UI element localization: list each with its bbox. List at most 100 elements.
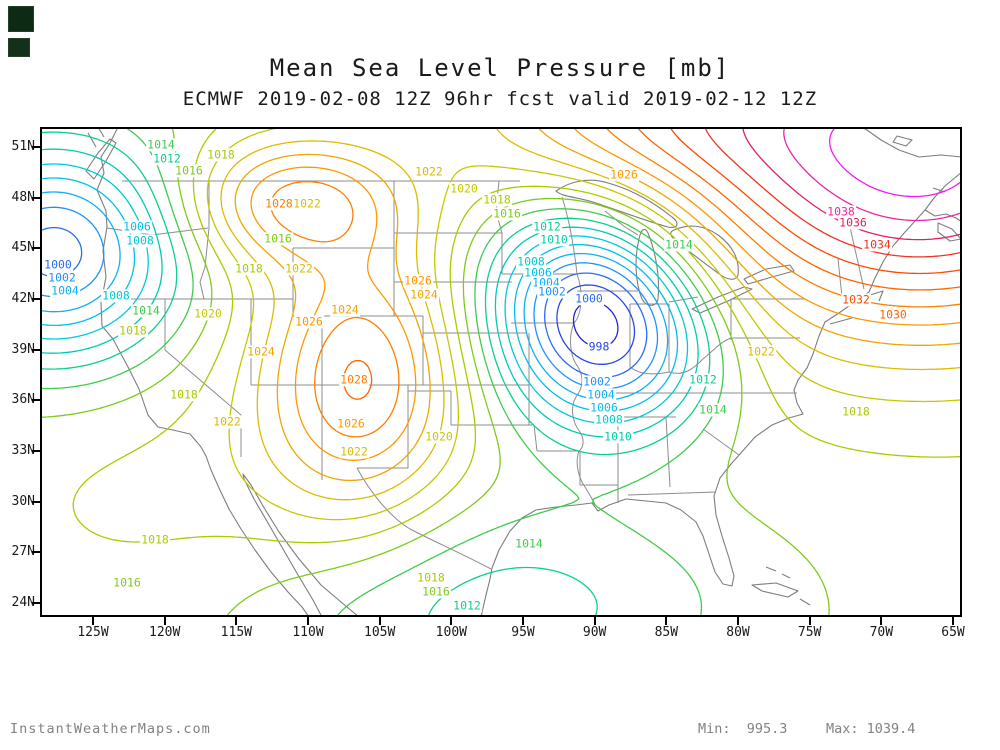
contour-label-1036: 1036: [838, 215, 868, 230]
contour-label-1026: 1026: [403, 273, 433, 288]
lon-label-95W: 95W: [511, 625, 535, 640]
contour-label-1022: 1022: [339, 444, 369, 459]
lat-label-24N: 24N: [11, 595, 35, 611]
contour-label-1014: 1014: [664, 237, 694, 252]
contour-label-1012: 1012: [532, 219, 562, 234]
contour-label-1012: 1012: [688, 372, 718, 387]
contour-label-1018: 1018: [416, 570, 446, 585]
contour-label-1018: 1018: [118, 323, 148, 338]
contour-label-1012: 1012: [452, 598, 482, 613]
contour-label-1004: 1004: [50, 283, 80, 298]
lat-label-36N: 36N: [11, 392, 35, 408]
lon-tick: [450, 617, 453, 625]
lon-label-65W: 65W: [941, 625, 965, 640]
map-svg: [40, 127, 962, 617]
lon-tick: [737, 617, 739, 625]
contour-label-1024: 1024: [409, 287, 439, 302]
contour-label-1026: 1026: [294, 314, 324, 329]
lat-tick: [32, 450, 40, 453]
corner-logo-mark-1: [8, 6, 34, 32]
isobar-1040: [829, 127, 961, 198]
contour-label-1008: 1008: [125, 233, 155, 248]
lon-tick: [665, 617, 668, 625]
isobar-1038: [783, 127, 961, 222]
contour-label-1024: 1024: [330, 302, 360, 317]
contour-label-1034: 1034: [862, 237, 892, 252]
lat-label-48N: 48N: [11, 189, 35, 205]
contour-label-1020: 1020: [424, 429, 454, 444]
lon-label-100W: 100W: [435, 625, 467, 640]
lon-label-80W: 80W: [726, 625, 750, 640]
contour-label-1014: 1014: [146, 137, 176, 152]
lon-tick: [593, 617, 596, 625]
contour-label-1022: 1022: [284, 261, 314, 276]
lat-tick: [32, 602, 40, 605]
lon-label-70W: 70W: [869, 625, 894, 640]
contour-label-1016: 1016: [112, 575, 142, 590]
contour-label-1002: 1002: [582, 374, 612, 389]
contour-label-1016: 1016: [263, 231, 293, 246]
contour-label-1016: 1016: [174, 163, 204, 178]
min-value-label: Min: 995.3: [698, 721, 788, 737]
lat-tick: [32, 500, 40, 503]
map-subtitle: ECMWF 2019-02-08 12Z 96hr fcst valid 201…: [182, 88, 818, 110]
lon-label-105W: 105W: [364, 625, 396, 640]
contour-label-1018: 1018: [206, 147, 236, 162]
contour-label-1016: 1016: [492, 206, 522, 221]
contour-label-1032: 1032: [841, 292, 871, 307]
lat-label-30N: 30N: [11, 493, 35, 509]
contour-label-1026: 1026: [336, 416, 366, 431]
contour-label-1016: 1016: [421, 584, 451, 599]
contour-label-1014: 1014: [698, 402, 728, 417]
contour-label-1004: 1004: [586, 387, 616, 402]
lon-label-75W: 75W: [797, 625, 822, 640]
lat-tick: [32, 247, 40, 250]
contour-label-1024: 1024: [246, 344, 276, 359]
lat-label-27N: 27N: [11, 544, 35, 560]
max-value-label: Max: 1039.4: [826, 721, 916, 737]
lon-label-125W: 125W: [77, 625, 109, 640]
coastline: [96, 127, 962, 617]
contour-label-998: 998: [587, 339, 611, 354]
lat-label-33N: 33N: [11, 443, 35, 459]
map-canvas: 1000 1002 1004 1006 1008 1008 1014 1018 1014 1012…: [40, 127, 962, 617]
lon-label-120W: 120W: [149, 625, 181, 640]
lat-tick: [32, 399, 40, 402]
contour-label-1000: 1000: [43, 257, 73, 272]
isobar-1020: [206, 127, 961, 521]
contour-label-1038: 1038: [826, 204, 856, 219]
contour-label-1020: 1020: [193, 306, 223, 321]
corner-logo-mark-2: [8, 38, 30, 57]
lon-label-90W: 90W: [582, 625, 607, 640]
contour-label-1008: 1008: [516, 254, 546, 269]
lon-tick: [235, 617, 238, 625]
lat-tick: [32, 298, 40, 300]
contour-label-1006: 1006: [589, 400, 619, 415]
lat-tick: [32, 146, 40, 148]
lat-label-42N: 42N: [11, 291, 35, 306]
lat-label-51N: 51N: [11, 139, 35, 154]
contour-label-1022: 1022: [746, 344, 776, 359]
contour-label-1022: 1022: [212, 414, 242, 429]
lat-tick: [32, 348, 40, 351]
contour-label-1022: 1022: [414, 164, 444, 179]
contour-label-1008: 1008: [101, 288, 131, 303]
contour-label-1018: 1018: [841, 404, 871, 419]
lon-tick: [952, 617, 954, 625]
contour-label-1012: 1012: [152, 151, 182, 166]
lon-tick: [378, 617, 381, 625]
islands: [85, 127, 884, 606]
contour-label-1026: 1026: [609, 167, 639, 182]
lon-label-85W: 85W: [654, 625, 679, 640]
lon-label-115W: 115W: [220, 625, 252, 640]
contour-label-1018: 1018: [234, 261, 264, 276]
contour-label-1014: 1014: [131, 303, 161, 318]
contour-label-1028: 1028: [264, 196, 294, 211]
lon-label-110W: 110W: [292, 625, 324, 640]
contour-label-1020: 1020: [449, 181, 479, 196]
contour-label-1000: 1000: [574, 291, 604, 306]
contour-label-1002: 1002: [537, 284, 567, 299]
contour-label-1030: 1030: [878, 307, 908, 322]
contour-label-1018: 1018: [169, 387, 199, 402]
